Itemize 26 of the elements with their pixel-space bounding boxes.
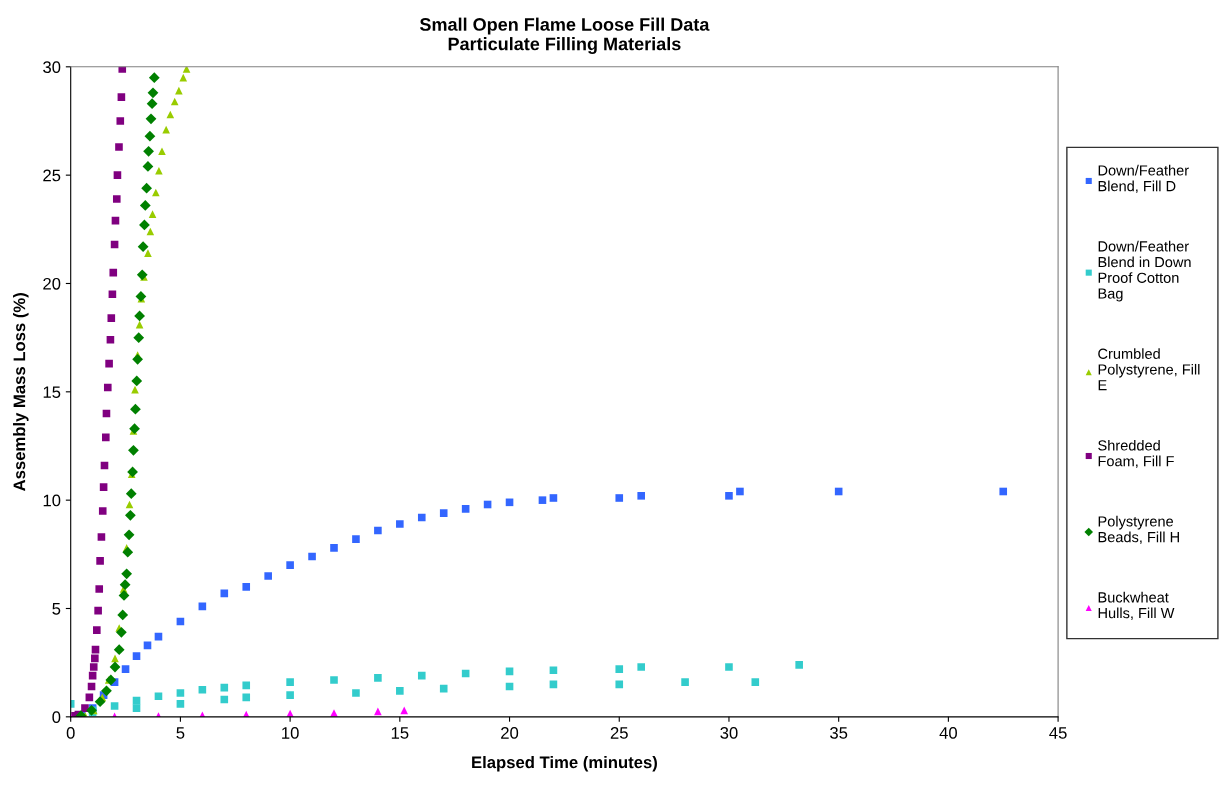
y-tick-label: 0: [52, 711, 61, 724]
y-tick-label: 10: [43, 494, 61, 507]
legend-label: Shredded Foam, Fill F: [1098, 439, 1174, 469]
y-tick-label: 5: [52, 603, 61, 615]
legend-label: Down/Feather Blend in Down Proof Cotton Bag: [1098, 240, 1191, 302]
x-tick-label: 30: [720, 726, 738, 739]
x-tick-label: 5: [176, 727, 185, 739]
x-tick-label: 20: [501, 726, 519, 739]
y-tick-label: 20: [43, 277, 61, 290]
y-tick-label: 15: [43, 386, 61, 399]
x-axis-title: Elapsed Time (minutes): [472, 755, 657, 772]
y-tick-label: 25: [43, 169, 61, 182]
x-tick-label: 15: [391, 727, 409, 739]
legend-label: Polystyrene Beads, Fill H: [1098, 515, 1179, 545]
x-tick-label: 0: [66, 726, 75, 739]
legend-label: Down/Feather Blend, Fill D: [1098, 164, 1189, 194]
legend-label: Crumbled Polystyrene, Fill E: [1098, 348, 1200, 391]
x-tick-label: 40: [939, 726, 957, 739]
chart-title: Small Open Flame Loose Fill Data Particulate Filling Materials: [419, 17, 710, 54]
y-tick-label: 30: [43, 61, 61, 74]
x-tick-label: 25: [610, 726, 628, 739]
x-tick-label: 45: [1049, 727, 1067, 739]
y-axis-title: Assembly Mass Loss (%): [13, 293, 29, 491]
x-tick-label: 10: [282, 726, 299, 739]
x-tick-label: 35: [830, 726, 848, 739]
legend-label: Buckwheat Hulls, Fill W: [1098, 591, 1175, 620]
